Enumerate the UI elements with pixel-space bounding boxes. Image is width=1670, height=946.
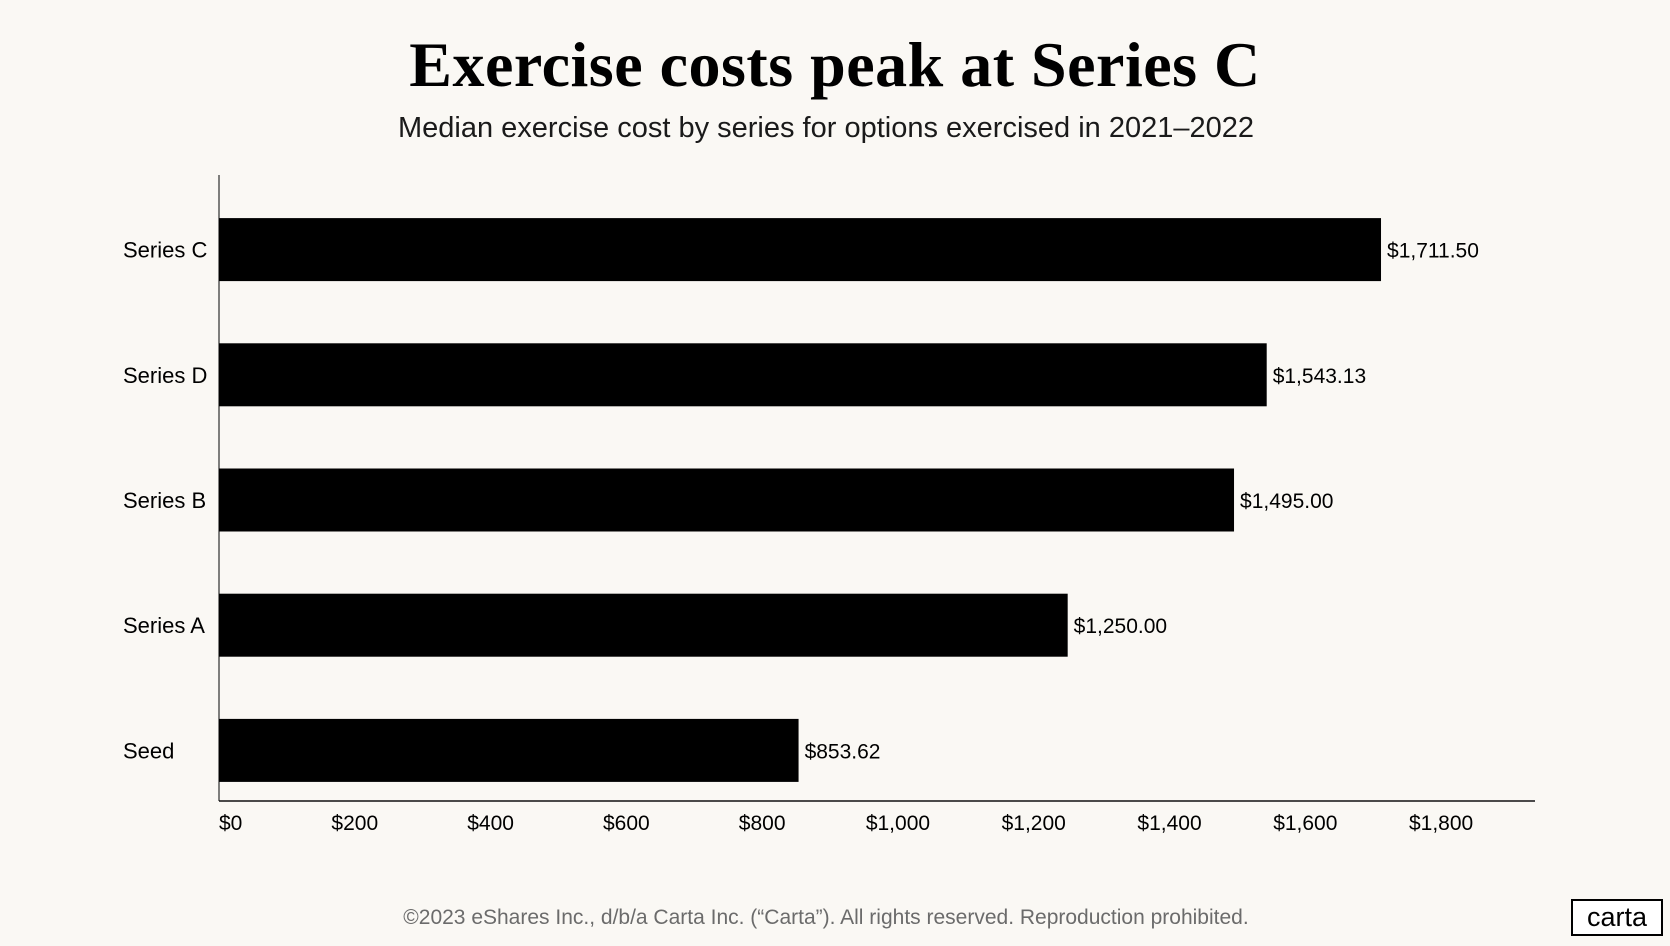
category-label: Series C <box>123 238 207 263</box>
bar <box>219 343 1267 407</box>
category-label: Series D <box>123 363 207 388</box>
x-tick-label: $1,000 <box>866 812 930 835</box>
x-tick-label: $0 <box>219 812 242 835</box>
x-tick-label: $600 <box>603 812 650 835</box>
bar <box>219 593 1068 657</box>
category-label: Seed <box>123 738 174 763</box>
x-tick-label: $1,400 <box>1137 812 1201 835</box>
x-tick-label: $1,200 <box>1002 812 1066 835</box>
bar <box>219 218 1382 282</box>
bar <box>219 468 1235 532</box>
data-label: $1,543.13 <box>1273 365 1366 388</box>
chart-title: Exercise costs peak at Series C <box>409 29 1261 100</box>
data-label: $1,711.50 <box>1387 240 1479 263</box>
x-tick-label: $400 <box>467 812 514 835</box>
x-tick-label: $1,800 <box>1409 812 1473 835</box>
data-label: $1,495.00 <box>1240 490 1333 513</box>
x-tick-label: $1,600 <box>1273 812 1337 835</box>
bar <box>219 718 799 782</box>
x-tick-label: $200 <box>331 812 378 835</box>
copyright-footer: ©2023 eShares Inc., d/b/a Carta Inc. (“C… <box>403 906 1249 929</box>
chart-subtitle: Median exercise cost by series for optio… <box>398 112 1254 144</box>
x-tick-label: $800 <box>739 812 786 835</box>
data-label: $853.62 <box>805 740 881 763</box>
category-label: Series B <box>123 488 206 513</box>
carta-logo: carta <box>1571 899 1663 936</box>
category-label: Series A <box>123 613 205 638</box>
data-label: $1,250.00 <box>1074 615 1167 638</box>
